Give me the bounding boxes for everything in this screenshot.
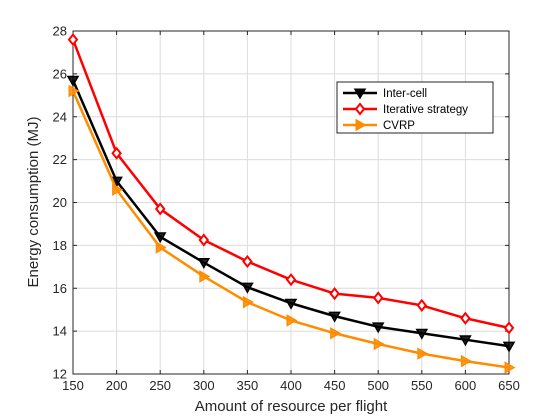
data-point	[328, 311, 341, 323]
data-point	[66, 75, 80, 87]
legend-swatch-marker	[355, 118, 367, 132]
data-point	[242, 254, 253, 269]
ticks: 150 200 250 300 350 400 450 500 550 600 650 12 14 16 1…	[53, 24, 520, 394]
data-point	[504, 361, 516, 374]
legend-label: Iterative strategy	[383, 104, 468, 116]
data-point	[286, 314, 298, 327]
legend-label: Inter-cell	[383, 88, 427, 100]
x-axis-title: Amount of resource per flight	[195, 398, 388, 415]
x-tick-label: 150	[62, 378, 84, 393]
y-tick-label: 16	[53, 281, 67, 296]
data-point	[459, 335, 472, 347]
data-point	[284, 298, 298, 310]
x-tick-label: 300	[193, 378, 215, 393]
series-inter-cell	[66, 75, 516, 353]
x-tick-label: 450	[324, 378, 346, 393]
data-point	[373, 337, 385, 351]
y-tick-label: 22	[53, 152, 67, 167]
data-point	[197, 258, 211, 270]
y-tick-label: 14	[53, 324, 67, 339]
data-point	[330, 326, 342, 340]
data-point	[329, 287, 340, 301]
y-tick-label: 24	[53, 109, 67, 124]
data-point	[503, 321, 515, 335]
y-tick-label: 18	[53, 238, 67, 253]
x-tick-label: 350	[237, 378, 259, 393]
y-tick-label: 12	[53, 367, 67, 382]
data-point	[68, 84, 80, 98]
y-axis-title: Energy consumption (MJ)	[25, 117, 42, 288]
data-point	[67, 32, 79, 47]
data-point	[415, 328, 429, 340]
data-point	[153, 232, 167, 244]
x-tick-label: 650	[498, 378, 520, 393]
x-tick-label: 400	[280, 378, 302, 393]
legend: Inter-cell Iterative strategy CVRP	[336, 81, 494, 134]
data-point	[241, 282, 254, 294]
x-tick-label: 550	[411, 378, 433, 393]
data-point	[502, 341, 516, 353]
data-point	[460, 354, 472, 368]
data-point	[460, 311, 471, 325]
x-tick-label: 250	[149, 378, 171, 393]
legend-swatch-marker	[353, 88, 367, 100]
series-cvrp	[68, 84, 516, 374]
data-point	[198, 233, 210, 247]
legend-label: CVRP	[383, 120, 415, 132]
y-tick-label: 28	[53, 24, 67, 39]
data-point	[242, 295, 254, 309]
data-point	[285, 273, 297, 287]
data-point	[416, 298, 428, 313]
series-iterative-strategy	[67, 32, 515, 335]
data-point	[199, 270, 211, 283]
y-tick-label: 26	[53, 66, 67, 81]
data-point	[112, 183, 124, 196]
x-tick-label: 200	[106, 378, 128, 393]
data-point	[372, 291, 384, 305]
x-tick-label: 500	[367, 378, 389, 393]
legend-swatch-marker	[354, 102, 366, 116]
data-point	[155, 241, 167, 254]
data-point	[417, 347, 429, 360]
data-point	[111, 146, 122, 160]
data-point	[371, 322, 385, 334]
y-tick-label: 20	[53, 195, 67, 210]
series	[66, 32, 516, 374]
x-tick-label: 600	[455, 378, 477, 393]
data-point	[154, 202, 166, 216]
